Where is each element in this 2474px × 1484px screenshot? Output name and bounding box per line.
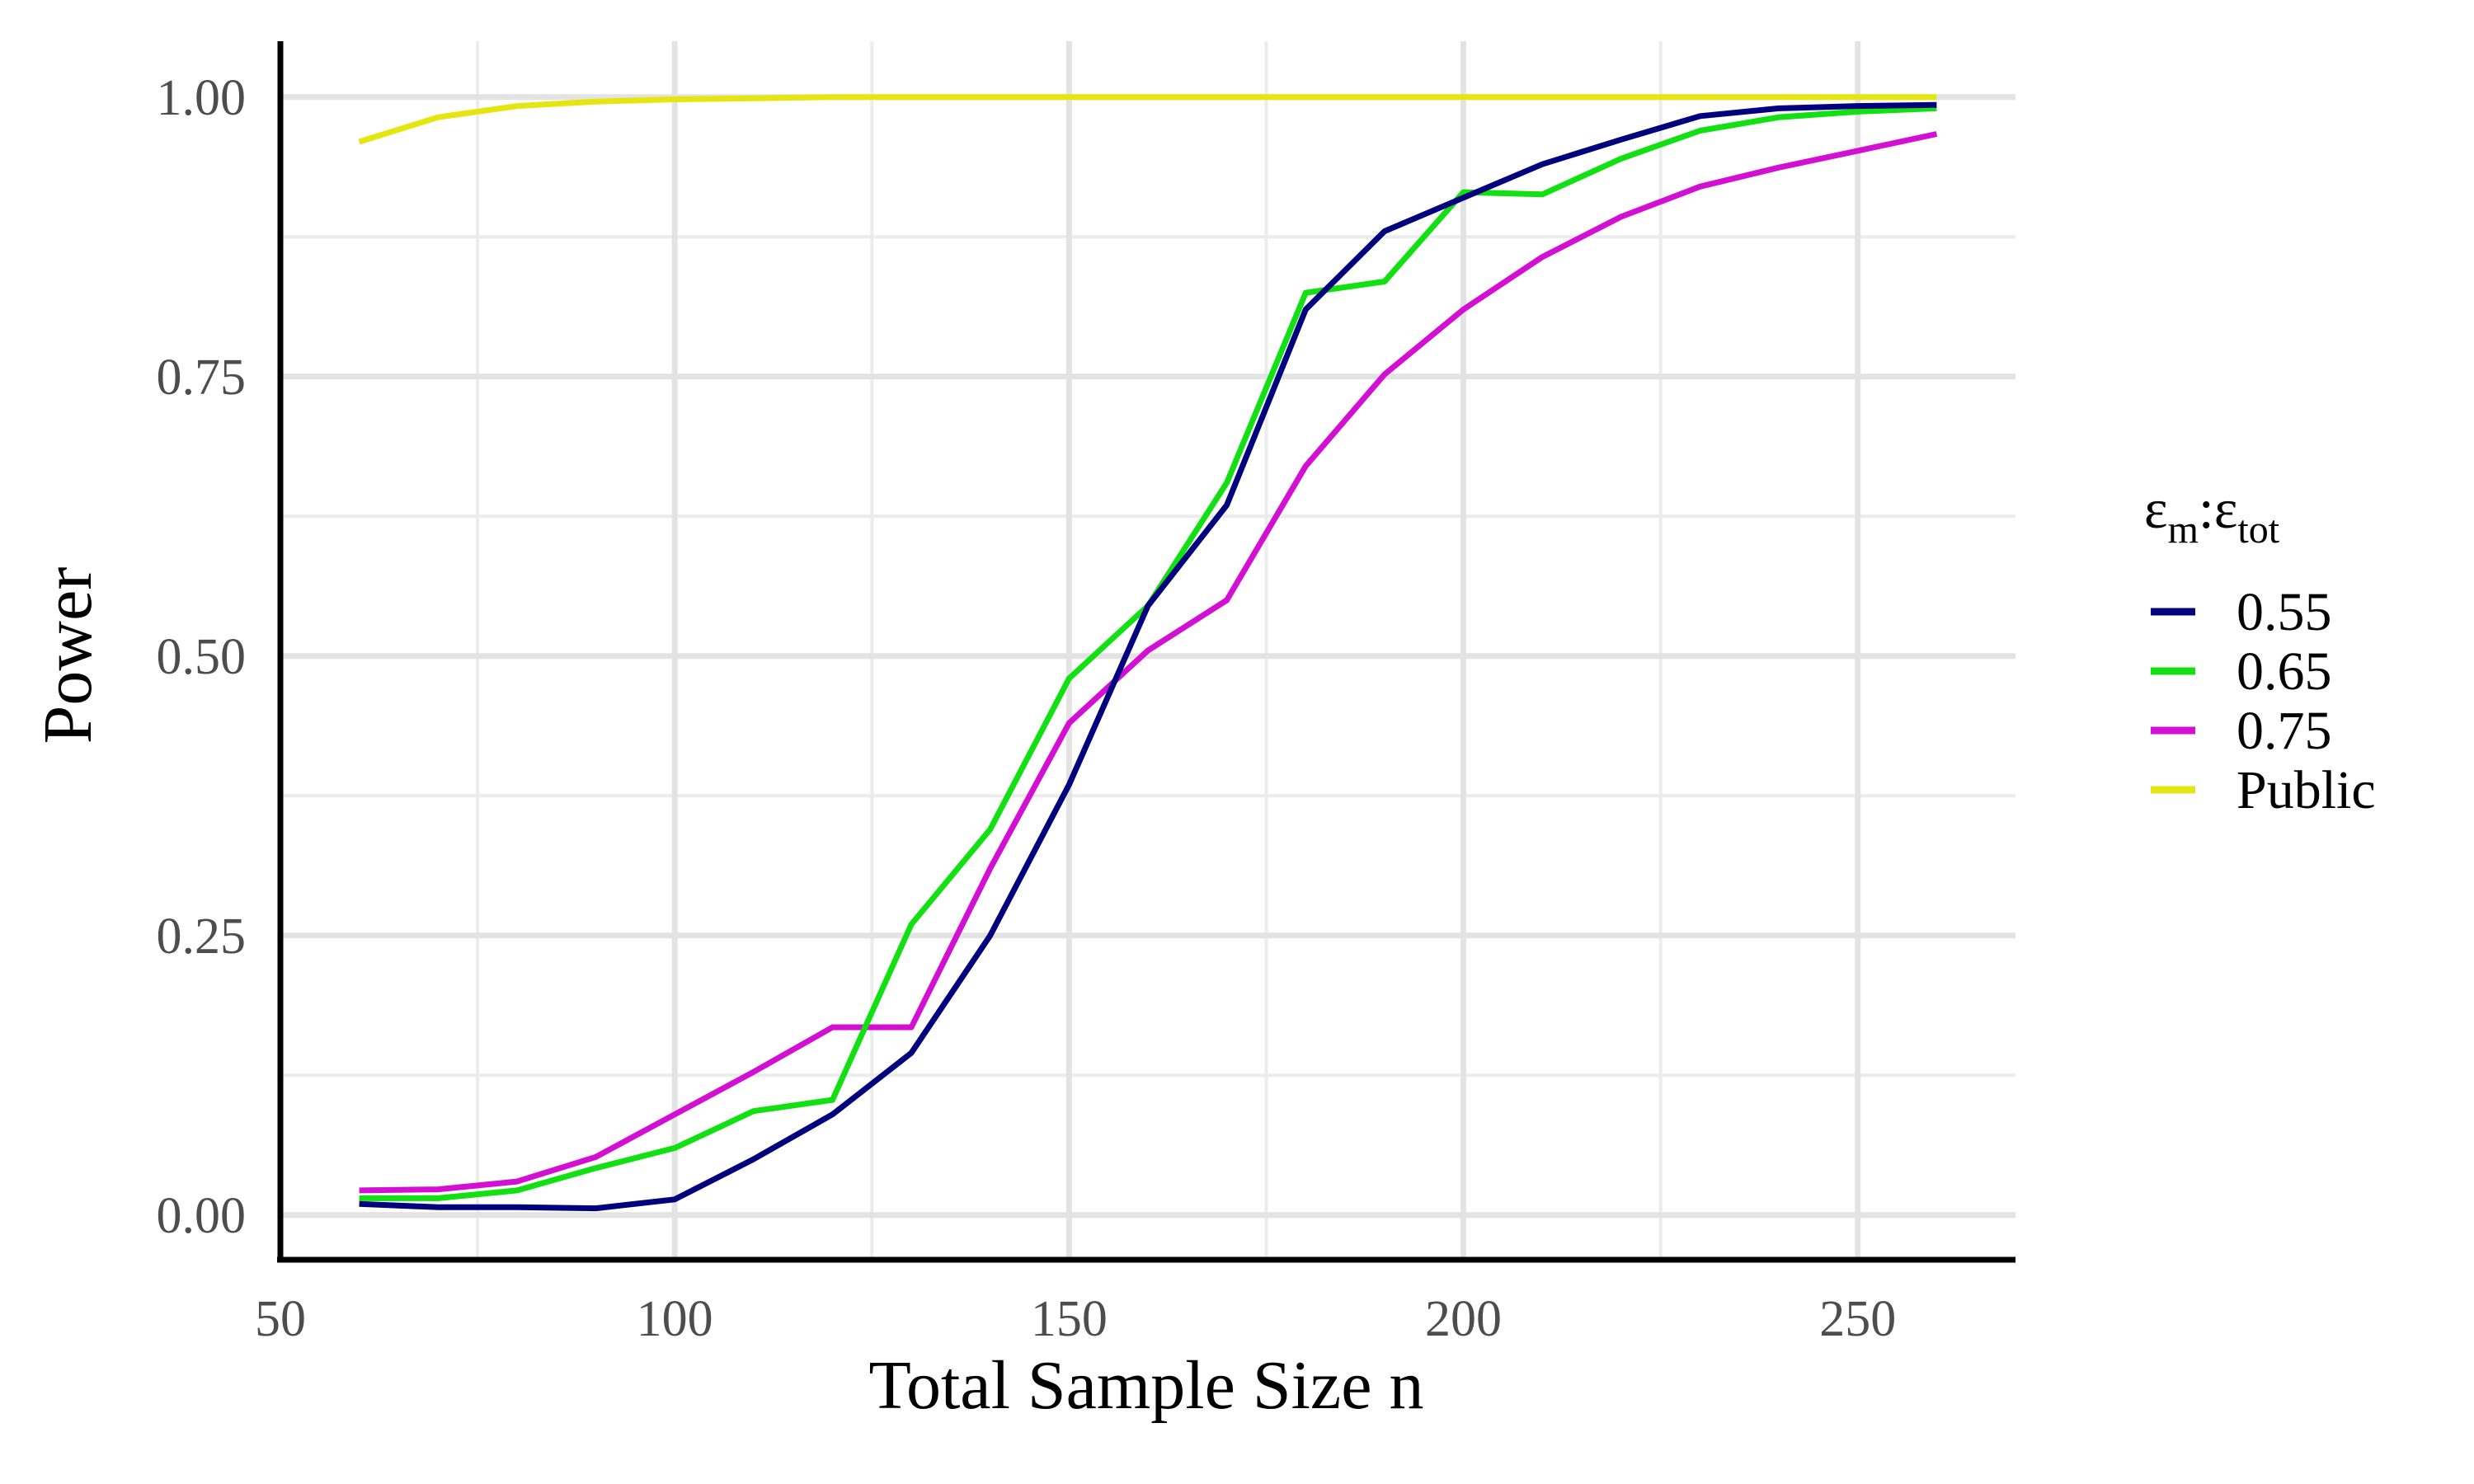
legend-title: εm:εtot — [2144, 477, 2280, 552]
x-tick-label: 200 — [1425, 1291, 1502, 1347]
legend-label: Public — [2236, 760, 2376, 820]
y-tick-label: 0.75 — [157, 350, 247, 406]
series-line-0-75 — [359, 131, 1938, 1194]
legend-label: 0.75 — [2236, 701, 2332, 761]
legend-item: 0.55 — [2151, 582, 2332, 642]
series-line-0-55 — [359, 101, 1937, 1212]
x-axis-title: Total Sample Size n — [869, 1347, 1424, 1424]
legend-item: 0.65 — [2151, 641, 2332, 702]
y-tick-label: 0.50 — [157, 629, 247, 685]
legend-title-colon: : — [2199, 477, 2214, 540]
legend-label: 0.65 — [2236, 641, 2332, 702]
legend-item: 0.75 — [2151, 701, 2332, 761]
x-tick-label: 150 — [1031, 1291, 1108, 1347]
legend-title-epsilon-m: ε — [2144, 477, 2168, 540]
x-tick-label: 50 — [255, 1291, 306, 1347]
legend-title-sub-m: m — [2168, 508, 2199, 552]
y-axis-title: Power — [30, 567, 106, 744]
y-tick-label: 1.00 — [157, 70, 247, 126]
x-tick-label: 250 — [1819, 1291, 1896, 1347]
axes — [277, 41, 2015, 1263]
x-tick-label: 100 — [637, 1291, 713, 1347]
legend-label: 0.55 — [2236, 582, 2332, 642]
y-tick-label: 0.25 — [157, 909, 247, 965]
legend-item: Public — [2151, 760, 2376, 820]
legend-title-sub-tot: tot — [2237, 508, 2279, 552]
y-tick-label: 0.00 — [157, 1188, 247, 1244]
series-line-public — [358, 94, 1937, 145]
legend-title-epsilon-tot: ε — [2214, 477, 2238, 540]
tick-labels: 50 100 150 200 250 0.00 0.25 0.50 0.75 1.00 — [157, 70, 1897, 1347]
series-lines — [358, 94, 1938, 1212]
